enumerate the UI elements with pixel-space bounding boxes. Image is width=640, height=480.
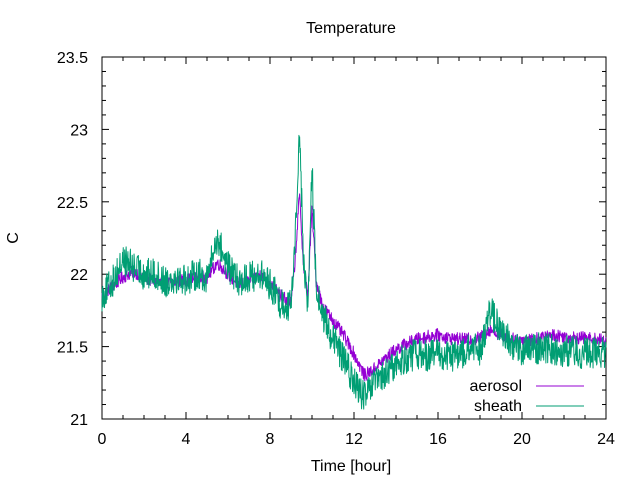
- y-tick-label: 21: [70, 412, 88, 429]
- tick-labels: 0 4 8 12 16 20 24 21 21.5 22 22.5 23 23.5: [57, 50, 615, 448]
- x-tick-label: 16: [429, 431, 447, 448]
- legend-label-sheath: sheath: [474, 398, 522, 415]
- y-tick-label: 23: [70, 122, 88, 139]
- x-tick-label: 12: [345, 431, 363, 448]
- tick-marks: [101, 56, 607, 420]
- y-tick-label: 22.5: [57, 195, 88, 212]
- y-tick-label: 23.5: [57, 50, 88, 67]
- y-tick-label: 22: [70, 267, 88, 284]
- x-axis-label: Time [hour]: [311, 458, 391, 475]
- legend: aerosol sheath: [470, 378, 584, 415]
- plot-frame: [101, 56, 607, 420]
- x-tick-label: 8: [266, 431, 275, 448]
- x-tick-label: 4: [182, 431, 191, 448]
- series-lines: [101, 134, 607, 410]
- legend-label-aerosol: aerosol: [470, 378, 522, 395]
- chart-title: Temperature: [306, 20, 396, 37]
- x-tick-label: 0: [98, 431, 107, 448]
- y-tick-label: 21.5: [57, 340, 88, 357]
- series-line-sheath: [101, 134, 607, 410]
- x-tick-label: 20: [513, 431, 531, 448]
- x-tick-label: 24: [597, 431, 615, 448]
- y-axis-label: C: [5, 232, 22, 244]
